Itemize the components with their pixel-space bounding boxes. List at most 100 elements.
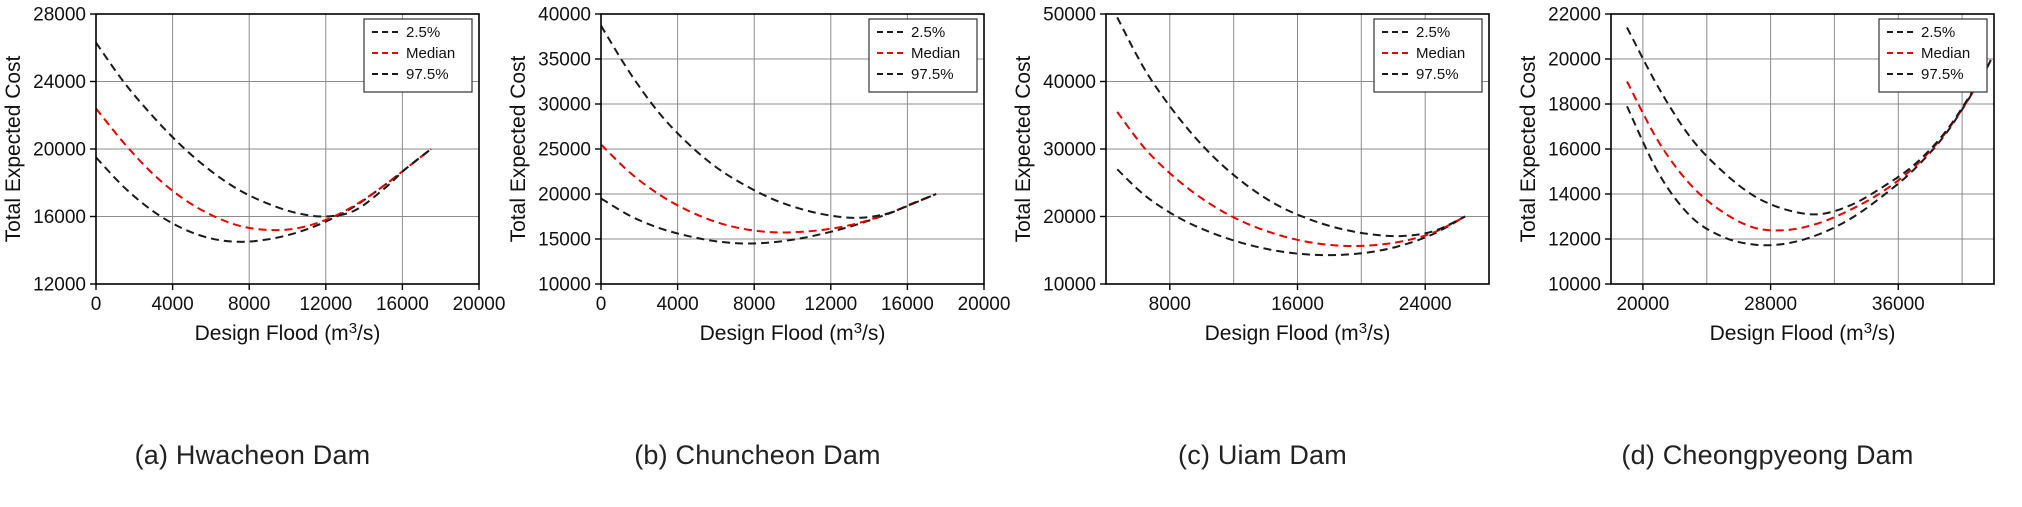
x-tick-label: 20000 <box>1616 294 1669 315</box>
y-tick-label: 22000 <box>1548 5 1601 26</box>
x-tick-label: 24000 <box>1399 294 1452 315</box>
legend: 2.5% Median 97.5% <box>1373 18 1483 93</box>
tick-marks <box>1605 13 1899 290</box>
curves <box>1116 16 1466 257</box>
y-tick-label: 12000 <box>33 275 86 296</box>
curve-Median <box>96 107 432 232</box>
legend-label: 2.5% <box>1416 24 1450 41</box>
x-tick-label: 16000 <box>376 294 429 315</box>
legend-label: Median <box>1921 45 1970 62</box>
y-axis-label: Total Expected Cost <box>2 55 25 242</box>
legend-label: 97.5% <box>911 66 954 83</box>
panel-b: 0 4000 8000 12000 16000 20000 10000 15000 20000 2… <box>505 4 1010 471</box>
legend-label: 97.5% <box>406 66 449 83</box>
y-tick-label: 20000 <box>33 140 86 161</box>
tick-marks <box>595 13 985 290</box>
y-tick-label: 16000 <box>1548 140 1601 161</box>
curve-2.5% <box>601 193 937 245</box>
tick-labels: 20000 28000 36000 10000 12000 14000 16000 18000… <box>1548 5 1925 316</box>
chart-svg-a: 0 4000 8000 12000 16000 20000 12000 16000 20000 2… <box>2 5 505 346</box>
x-tick-label: 0 <box>91 294 102 315</box>
gridlines <box>601 14 984 284</box>
x-axis-label: Design Flood (m3/s) <box>195 320 381 345</box>
x-tick-label: 28000 <box>1744 294 1797 315</box>
legend-label: Median <box>911 45 960 62</box>
curve-97.5% <box>1116 16 1466 238</box>
tick-marks <box>90 13 480 290</box>
legend-label: Median <box>406 45 455 62</box>
y-tick-label: 16000 <box>33 207 86 228</box>
curve-97.5% <box>601 25 937 219</box>
chart-c: 8000 16000 24000 10000 20000 30000 40000 50000 D… <box>1010 4 1515 354</box>
legend: 2.5% Median 97.5% <box>363 18 473 93</box>
x-tick-label: 36000 <box>1872 294 1925 315</box>
curve-2.5% <box>1626 59 1992 247</box>
y-tick-label: 28000 <box>33 5 86 26</box>
x-axis-label: Design Flood (m3/s) <box>1205 320 1391 345</box>
curve-2.5% <box>1116 168 1466 257</box>
caption-b: (b) Chuncheon Dam <box>634 440 881 470</box>
curves <box>601 25 937 245</box>
x-tick-label: 16000 <box>1271 294 1324 315</box>
y-tick-label: 20000 <box>538 185 591 206</box>
x-tick-label: 12000 <box>804 294 857 315</box>
x-tick-label: 20000 <box>453 294 505 315</box>
x-tick-label: 8000 <box>228 294 270 315</box>
legend: 2.5% Median 97.5% <box>1878 18 1988 93</box>
y-tick-label: 30000 <box>538 95 591 116</box>
y-tick-label: 24000 <box>33 72 86 93</box>
legend-label: 2.5% <box>406 24 440 41</box>
legend-label: 97.5% <box>1416 66 1459 83</box>
chart-svg-c: 8000 16000 24000 10000 20000 30000 40000 50000 D… <box>1012 5 1490 345</box>
y-tick-label: 10000 <box>538 275 591 296</box>
y-tick-label: 25000 <box>538 140 591 161</box>
x-tick-label: 8000 <box>733 294 775 315</box>
panel-c: 8000 16000 24000 10000 20000 30000 40000 50000 D… <box>1010 4 1515 471</box>
x-tick-label: 0 <box>596 294 607 315</box>
y-tick-label: 20000 <box>1548 50 1601 71</box>
tick-labels: 0 4000 8000 12000 16000 20000 12000 16000 20000 2… <box>33 5 505 316</box>
panel-d: 20000 28000 36000 10000 12000 14000 16000 18000… <box>1515 4 2020 471</box>
y-tick-label: 18000 <box>1548 95 1601 116</box>
chart-b: 0 4000 8000 12000 16000 20000 10000 15000 20000 2… <box>505 4 1010 354</box>
y-tick-label: 50000 <box>1043 5 1096 26</box>
legend-label: 97.5% <box>1921 66 1964 83</box>
x-axis-label: Design Flood (m3/s) <box>1710 320 1896 345</box>
caption-a: (a) Hwacheon Dam <box>134 440 371 470</box>
y-tick-label: 12000 <box>1548 230 1601 251</box>
x-axis-label: Design Flood (m3/s) <box>700 320 886 345</box>
chart-a: 0 4000 8000 12000 16000 20000 12000 16000 20000 2… <box>0 4 505 354</box>
chart-svg-d: 20000 28000 36000 10000 12000 14000 16000 18000… <box>1517 5 1995 345</box>
tick-labels: 8000 16000 24000 10000 20000 30000 40000 50000 <box>1043 5 1451 316</box>
y-axis-label: Total Expected Cost <box>507 55 530 242</box>
x-tick-label: 20000 <box>958 294 1010 315</box>
caption-d: (d) Cheongpyeong Dam <box>1621 440 1914 470</box>
y-tick-label: 10000 <box>1548 275 1601 296</box>
legend: 2.5% Median 97.5% <box>868 18 978 93</box>
y-axis-label: Total Expected Cost <box>1517 55 1540 242</box>
chart-svg-b: 0 4000 8000 12000 16000 20000 10000 15000 20000 2… <box>507 5 1010 346</box>
figure-row: 0 4000 8000 12000 16000 20000 12000 16000 20000 2… <box>0 4 2020 471</box>
tick-labels: 0 4000 8000 12000 16000 20000 10000 15000 20000 2… <box>538 5 1010 316</box>
x-tick-label: 8000 <box>1149 294 1191 315</box>
curve-2.5% <box>96 148 432 243</box>
y-tick-label: 10000 <box>1043 275 1096 296</box>
y-tick-label: 20000 <box>1043 207 1096 228</box>
legend-label: 2.5% <box>911 24 945 41</box>
legend-label: 2.5% <box>1921 24 1955 41</box>
curve-Median <box>601 143 937 234</box>
x-tick-label: 4000 <box>151 294 193 315</box>
legend-label: Median <box>1416 45 1465 62</box>
curves <box>96 42 432 243</box>
y-tick-label: 40000 <box>538 5 591 26</box>
x-tick-label: 16000 <box>881 294 934 315</box>
panel-a: 0 4000 8000 12000 16000 20000 12000 16000 20000 2… <box>0 4 505 471</box>
curves <box>1626 27 1992 247</box>
y-tick-label: 30000 <box>1043 140 1096 161</box>
chart-d: 20000 28000 36000 10000 12000 14000 16000 18000… <box>1515 4 2020 354</box>
y-axis-label: Total Expected Cost <box>1012 55 1035 242</box>
curve-97.5% <box>96 42 432 218</box>
caption-c: (c) Uiam Dam <box>1178 440 1347 470</box>
y-tick-label: 35000 <box>538 50 591 71</box>
tick-marks <box>1100 13 1426 290</box>
